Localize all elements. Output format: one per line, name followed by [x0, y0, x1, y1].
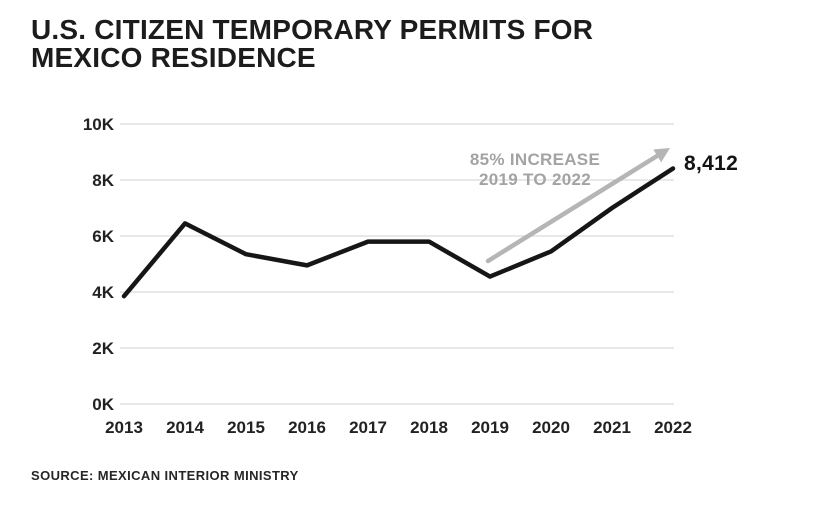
x-tick-label: 2016	[288, 418, 326, 437]
trend-arrow-icon	[485, 148, 670, 264]
trend-arrow-head	[653, 148, 670, 163]
source-note: SOURCE: MEXICAN INTERIOR MINISTRY	[31, 468, 299, 483]
trend-arrow-shaft	[485, 153, 660, 264]
page-title-line-2: MEXICO RESIDENCE	[31, 42, 316, 73]
y-tick-label: 10K	[83, 115, 115, 134]
y-axis-labels: 0K 2K 4K 6K 8K 10K	[83, 115, 115, 414]
y-gridlines	[120, 123, 674, 405]
y-tick-label: 0K	[92, 395, 114, 414]
y-tick-label: 8K	[92, 171, 114, 190]
x-tick-label: 2017	[349, 418, 387, 437]
x-tick-label: 2018	[410, 418, 448, 437]
x-tick-label: 2020	[532, 418, 570, 437]
y-tick-label: 4K	[92, 283, 114, 302]
annotation-text: 85% INCREASE 2019 TO 2022	[452, 150, 618, 190]
annotation-line-2: 2019 TO 2022	[479, 170, 591, 189]
x-axis-labels: 2013 2014 2015 2016 2017 2018 2019 2020 2021 2022	[105, 418, 692, 437]
y-tick-label: 6K	[92, 227, 114, 246]
annotation-line-1: 85% INCREASE	[469, 150, 601, 169]
x-tick-label: 2021	[593, 418, 631, 437]
x-tick-label: 2019	[471, 418, 509, 437]
y-tick-label: 2K	[92, 339, 114, 358]
end-value-label: 8,412	[684, 152, 739, 175]
x-tick-label: 2022	[654, 418, 692, 437]
x-tick-label: 2014	[166, 418, 204, 437]
page-title: U.S. CITIZEN TEMPORARY PERMITS FOR MEXIC…	[31, 16, 651, 72]
x-tick-label: 2015	[227, 418, 265, 437]
data-line-group	[121, 166, 676, 299]
x-tick-label: 2013	[105, 418, 143, 437]
data-line	[121, 166, 676, 299]
page-title-line-1: U.S. CITIZEN TEMPORARY PERMITS FOR	[31, 14, 594, 45]
